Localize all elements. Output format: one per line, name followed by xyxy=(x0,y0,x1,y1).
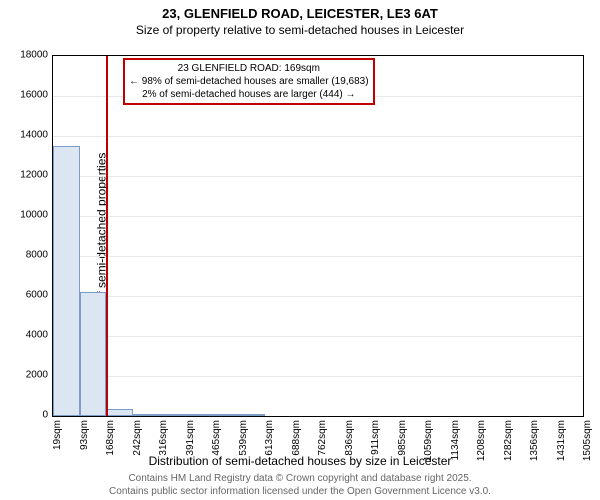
histogram-bar xyxy=(133,414,160,416)
histogram-bar xyxy=(80,292,107,416)
y-tick-label: 18000 xyxy=(20,50,48,61)
histogram-bar xyxy=(239,414,266,416)
histogram-bar xyxy=(212,414,239,416)
x-tick-label: 19sqm xyxy=(52,420,63,470)
x-tick-label: 836sqm xyxy=(344,420,355,470)
x-tick-label: 911sqm xyxy=(370,420,381,470)
x-tick-label: 1059sqm xyxy=(423,420,434,470)
x-tick-label: 539sqm xyxy=(238,420,249,470)
y-tick-label: 16000 xyxy=(20,90,48,101)
footer-line1: Contains HM Land Registry data © Crown c… xyxy=(0,472,600,485)
x-tick-label: 168sqm xyxy=(105,420,116,470)
y-tick-label: 4000 xyxy=(26,330,48,341)
x-tick-label: 316sqm xyxy=(158,420,169,470)
x-tick-label: 688sqm xyxy=(291,420,302,470)
y-tick-label: 0 xyxy=(42,410,48,421)
y-tick-label: 12000 xyxy=(20,170,48,181)
x-tick-label: 1208sqm xyxy=(476,420,487,470)
footer: Contains HM Land Registry data © Crown c… xyxy=(0,472,600,498)
chart-subtitle: Size of property relative to semi-detach… xyxy=(0,21,600,37)
gridline xyxy=(53,336,583,337)
x-tick-label: 1134sqm xyxy=(450,420,461,470)
histogram-bar xyxy=(159,414,186,416)
footer-line2: Contains public sector information licen… xyxy=(0,485,600,498)
x-tick-label: 391sqm xyxy=(185,420,196,470)
y-tick-label: 2000 xyxy=(26,370,48,381)
x-tick-label: 1356sqm xyxy=(529,420,540,470)
x-tick-label: 985sqm xyxy=(397,420,408,470)
annotation-line1: 23 GLENFIELD ROAD: 169sqm xyxy=(129,62,369,75)
gridline xyxy=(53,256,583,257)
y-tick-label: 6000 xyxy=(26,290,48,301)
plot-area: 23 GLENFIELD ROAD: 169sqm ← 98% of semi-… xyxy=(52,55,584,417)
x-tick-label: 465sqm xyxy=(211,420,222,470)
histogram-bar xyxy=(186,414,213,416)
chart-title: 23, GLENFIELD ROAD, LEICESTER, LE3 6AT xyxy=(0,0,600,21)
property-marker-line xyxy=(106,56,108,416)
x-tick-label: 93sqm xyxy=(79,420,90,470)
annotation-line2: ← 98% of semi-detached houses are smalle… xyxy=(129,75,369,88)
gridline xyxy=(53,176,583,177)
gridline xyxy=(53,296,583,297)
x-tick-label: 613sqm xyxy=(264,420,275,470)
gridline xyxy=(53,136,583,137)
annotation-box: 23 GLENFIELD ROAD: 169sqm ← 98% of semi-… xyxy=(123,58,375,105)
annotation-line3: 2% of semi-detached houses are larger (4… xyxy=(129,88,369,101)
histogram-bar xyxy=(106,409,133,416)
y-tick-label: 8000 xyxy=(26,250,48,261)
y-tick-label: 14000 xyxy=(20,130,48,141)
chart-container: 23, GLENFIELD ROAD, LEICESTER, LE3 6AT S… xyxy=(0,0,600,500)
x-tick-label: 1505sqm xyxy=(582,420,593,470)
x-tick-label: 1431sqm xyxy=(556,420,567,470)
x-tick-label: 1282sqm xyxy=(503,420,514,470)
x-tick-label: 762sqm xyxy=(317,420,328,470)
gridline xyxy=(53,376,583,377)
gridline xyxy=(53,216,583,217)
y-tick-label: 10000 xyxy=(20,210,48,221)
x-tick-label: 242sqm xyxy=(132,420,143,470)
histogram-bar xyxy=(53,146,80,416)
